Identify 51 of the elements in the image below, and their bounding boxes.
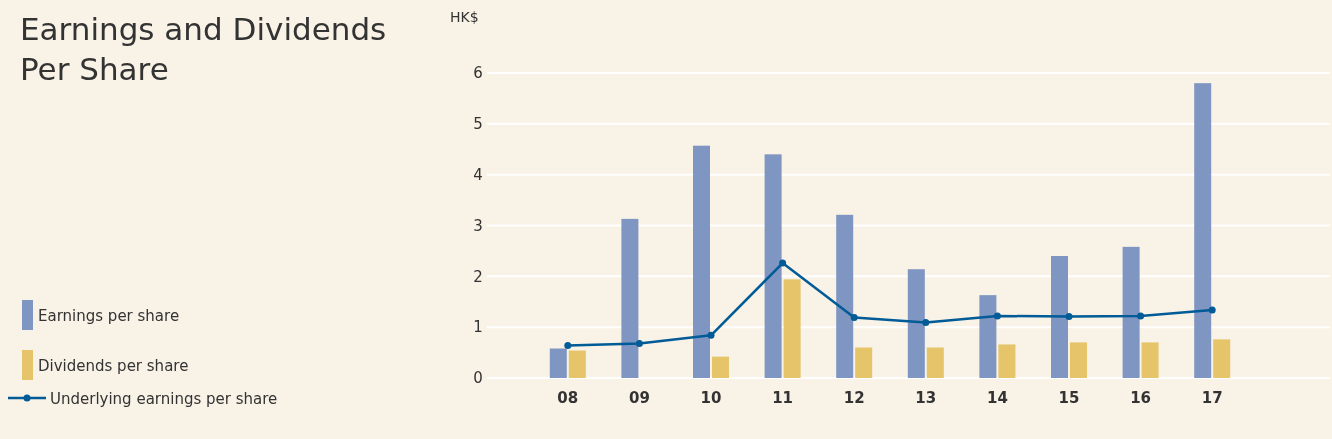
y-tick-label: 5	[473, 115, 483, 134]
point	[564, 341, 572, 349]
point	[993, 312, 1001, 320]
x-tick-label: 13	[915, 389, 937, 407]
legend-label: Underlying earnings per share	[50, 390, 278, 408]
bar	[712, 356, 729, 378]
x-tick-label: 14	[986, 389, 1008, 407]
x-tick-label: 17	[1201, 389, 1223, 407]
x-tick-label: 11	[772, 389, 794, 407]
point	[850, 314, 858, 322]
y-tick-label: 1	[473, 318, 483, 337]
point	[707, 331, 715, 339]
point	[1065, 312, 1073, 320]
x-tick-label: 08	[557, 389, 579, 407]
x-tick-label: 09	[628, 389, 650, 407]
bar	[998, 344, 1016, 378]
bar	[907, 269, 925, 378]
point	[635, 339, 643, 347]
bar	[926, 347, 944, 378]
x-tick-label: 16	[1130, 389, 1152, 407]
bar	[783, 279, 801, 378]
bar	[979, 295, 997, 378]
y-tick-label: 6	[473, 64, 483, 83]
bar	[1122, 246, 1140, 378]
x-tick-label: 10	[700, 389, 722, 407]
bar	[568, 350, 586, 378]
bar	[549, 348, 567, 378]
legend-label: Dividends per share	[38, 357, 189, 375]
legend-label: Earnings per share	[38, 307, 180, 325]
bar	[693, 145, 710, 378]
point	[1137, 312, 1145, 320]
y-tick-label: 0	[473, 369, 483, 388]
x-tick-label: 12	[843, 389, 865, 407]
y-tick-label: 2	[473, 267, 483, 286]
point	[779, 259, 787, 267]
bar	[1070, 342, 1087, 378]
bar	[1213, 339, 1231, 378]
point	[1208, 306, 1216, 314]
bar	[764, 154, 782, 378]
bar	[621, 218, 639, 378]
y-tick-label: 4	[473, 165, 483, 184]
bar	[1051, 256, 1068, 378]
x-tick-label: 15	[1058, 389, 1080, 407]
bar	[1141, 342, 1159, 378]
text: Earnings and Dividends Per Share	[20, 11, 387, 87]
y-tick-label: 3	[473, 216, 483, 235]
point	[922, 319, 930, 327]
bar	[836, 214, 854, 378]
y-axis-title: HK$	[450, 9, 479, 25]
bar	[855, 347, 873, 378]
bar	[1194, 83, 1212, 378]
